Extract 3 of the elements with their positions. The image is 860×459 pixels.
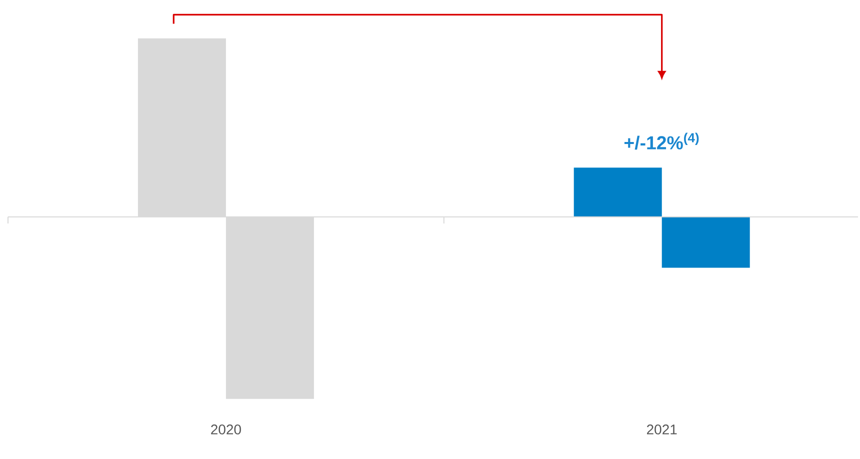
x-tick-label: 2021 <box>646 424 677 434</box>
x-tick-label: 2020 <box>211 424 241 434</box>
annotation: +/-12%$^{(4)}$ <box>624 132 699 150</box>
